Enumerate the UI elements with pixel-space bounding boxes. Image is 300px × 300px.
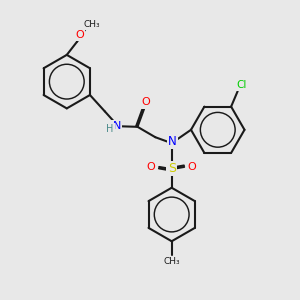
Text: N: N: [168, 135, 177, 148]
Text: S: S: [168, 162, 176, 175]
Text: CH₃: CH₃: [164, 257, 180, 266]
Text: O: O: [147, 162, 155, 172]
Text: O: O: [142, 98, 151, 107]
Text: CH₃: CH₃: [83, 20, 100, 29]
Text: Cl: Cl: [236, 80, 246, 90]
Text: O: O: [188, 162, 197, 172]
Text: N: N: [112, 121, 121, 130]
Text: O: O: [75, 30, 84, 40]
Text: H: H: [106, 124, 113, 134]
